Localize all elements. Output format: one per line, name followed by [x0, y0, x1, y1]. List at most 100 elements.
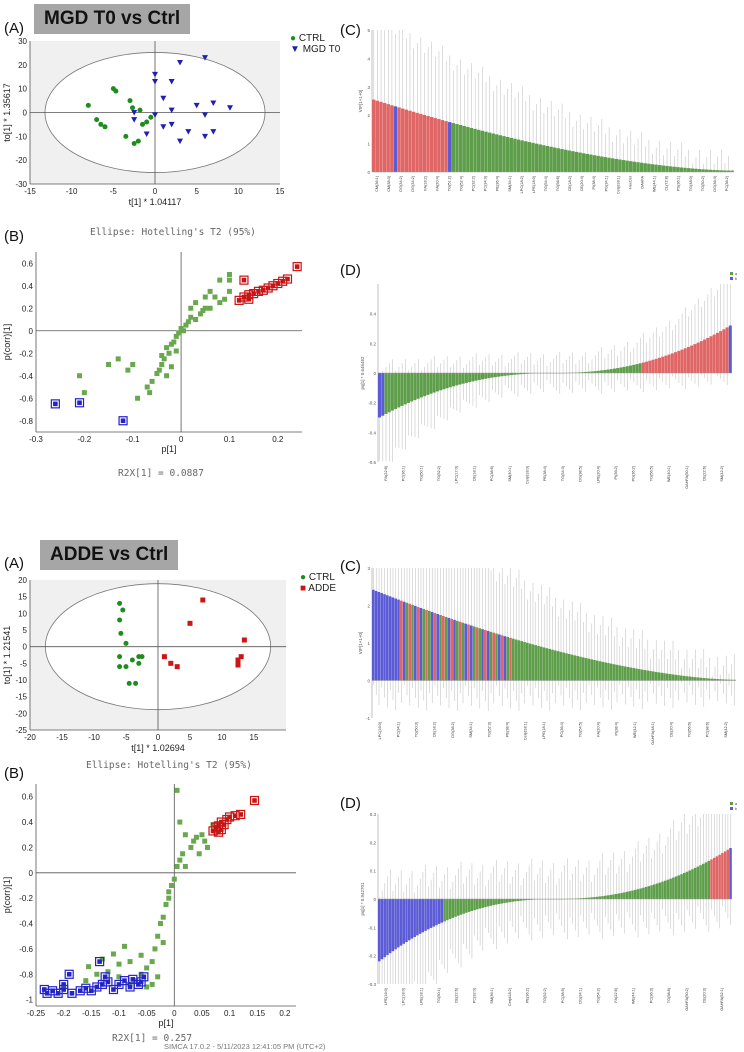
category-label: PG(34:1) [604, 175, 608, 191]
category-label: CM(38:3) [387, 175, 391, 192]
category-label: PC(38:5) [561, 987, 565, 1003]
category-label: Cer(d18:1) [524, 721, 528, 740]
loading-bar [529, 373, 533, 374]
data-point [137, 107, 143, 113]
loading-bar [650, 885, 653, 899]
s-point [294, 264, 300, 269]
x-tick-label: -0.25 [27, 1009, 46, 1018]
vip-bar [688, 676, 691, 681]
loading-bar [477, 373, 481, 380]
y-tick-label: 0.2 [370, 341, 377, 346]
loading-bar [693, 867, 697, 899]
vip-bar [383, 594, 386, 681]
loading-bar [486, 899, 490, 907]
s-point [261, 287, 266, 293]
vip-bar [665, 165, 669, 172]
loading-bar [726, 849, 730, 899]
category-label: LPC(17:0) [455, 465, 459, 483]
y-tick-label: 20 [18, 61, 27, 70]
s-point-outline [81, 983, 91, 993]
vip-bar [393, 106, 398, 172]
category-label: SM(34:1) [508, 175, 512, 191]
data-point [130, 105, 135, 111]
loading-bar [516, 373, 520, 375]
category-label: SM(34:1) [469, 721, 473, 737]
loading-bar [514, 899, 517, 902]
data-point [113, 88, 119, 94]
loading-bar [584, 897, 588, 899]
data-point [133, 680, 139, 686]
s-point-outline [282, 274, 293, 284]
s-point [217, 277, 223, 283]
s-point [210, 822, 216, 828]
y-tick-label: 1 [367, 142, 370, 147]
top-r2x-caption: R2X[1] = 0.0887 [118, 468, 204, 479]
s-point [219, 827, 224, 832]
loading-bar [639, 888, 642, 899]
vip-bar [592, 155, 597, 172]
vip-bar [426, 115, 430, 172]
s-point [160, 940, 166, 946]
data-point [98, 121, 104, 127]
vip-bar [624, 666, 627, 681]
vip-bar [677, 675, 680, 681]
s-point [111, 987, 116, 992]
vip-bar [585, 153, 589, 172]
category-label: TG(52:2) [543, 987, 547, 1003]
category-label: TG(52:2) [437, 465, 441, 481]
loading-bar [522, 899, 525, 901]
loading-bar [672, 877, 675, 899]
vip-bar [442, 615, 445, 681]
s-point-outline [136, 977, 146, 987]
category-label: LPC(18:2) [520, 175, 524, 193]
s-point [176, 330, 182, 336]
vip-bar [491, 133, 495, 172]
legend-adde-icon: ■ [300, 583, 307, 594]
s-point [135, 395, 141, 401]
loading-bar [432, 373, 436, 393]
category-label: Cer(d18:0) [525, 465, 529, 484]
y-tick-label: -0.6 [19, 945, 33, 954]
loading-bar [394, 899, 397, 950]
loading-bar [489, 899, 493, 906]
data-point [131, 140, 137, 146]
vip-bar [415, 112, 419, 172]
s-point-outline [108, 984, 119, 995]
x-tick-label: -0.3 [29, 435, 43, 444]
legend-ctrl-label: CTRL [298, 33, 325, 44]
y-tick-label: 2 [367, 604, 370, 609]
vip-bar [467, 624, 470, 681]
s-point [110, 951, 116, 957]
loading-bar [506, 373, 510, 376]
x-tick-label: -15 [24, 187, 36, 196]
s-point [127, 984, 133, 990]
y-tick-label: 5 [367, 28, 370, 33]
data-point [144, 119, 150, 125]
vip-bar [601, 661, 605, 681]
y-tick-label: 1 [367, 641, 370, 646]
data-point [139, 654, 145, 660]
s-point [116, 974, 122, 980]
vip-bar [506, 637, 509, 681]
data-point [152, 79, 158, 85]
y-tick-label: 0 [367, 679, 370, 684]
y-tick-label: 3 [367, 566, 370, 571]
s-point [102, 974, 108, 980]
vip-bar [405, 602, 409, 681]
loading-bar [712, 334, 716, 373]
loading-bar [663, 880, 667, 899]
s-point [125, 367, 131, 373]
s-point [50, 988, 55, 994]
x-tick-label: 0.2 [279, 1009, 291, 1018]
loading-bar [583, 371, 587, 373]
vip-bar [679, 167, 684, 172]
data-point [185, 129, 192, 135]
vip-bar [657, 672, 661, 681]
loading-bar [418, 899, 422, 934]
vip-bar [540, 646, 543, 681]
vip-bar [422, 608, 425, 681]
s-point [130, 977, 136, 982]
y-tick-label: -5 [20, 659, 28, 668]
y-axis-label: VIP[1+1+0] [358, 90, 363, 113]
loading-bar [631, 890, 634, 899]
